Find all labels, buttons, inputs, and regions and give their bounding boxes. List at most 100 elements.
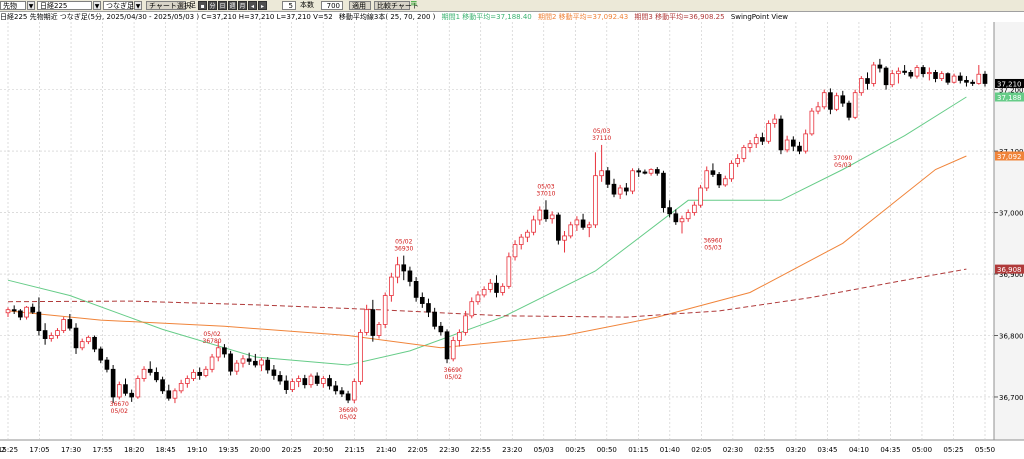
market-dropdown-arrow[interactable]: ▼ bbox=[27, 1, 35, 10]
candle-body bbox=[395, 264, 400, 278]
instrument-value: 日経225 bbox=[40, 2, 68, 10]
swing-point-label: 36960 bbox=[703, 237, 722, 244]
x-tick-label: 15:25 bbox=[0, 446, 18, 454]
period-prev-icon[interactable]: ◂ bbox=[248, 1, 257, 10]
ma2-readout: 期間2 移動平均=37,092.43 bbox=[538, 13, 629, 21]
contract-select[interactable]: つなぎ足 bbox=[103, 1, 134, 10]
x-tick-label: 23:20 bbox=[502, 446, 522, 454]
candle-body bbox=[389, 276, 394, 296]
tick-icon[interactable]: ▪ bbox=[198, 1, 207, 10]
candle-body bbox=[185, 378, 190, 384]
candle-body bbox=[302, 378, 308, 386]
period-value: 5 bbox=[288, 2, 293, 10]
candle-body bbox=[147, 368, 153, 373]
candle-body bbox=[673, 213, 679, 223]
candle-body bbox=[790, 139, 796, 147]
candle-body bbox=[18, 310, 23, 318]
candle-body bbox=[630, 170, 635, 192]
y-tick-label: 36,700 bbox=[999, 394, 1024, 402]
candle-body bbox=[722, 178, 728, 186]
candle-body bbox=[896, 70, 901, 75]
candle-body bbox=[487, 282, 493, 290]
candle-body bbox=[376, 324, 382, 336]
candle-body bbox=[290, 381, 295, 390]
candle-body bbox=[772, 118, 778, 124]
candle-body bbox=[469, 301, 475, 317]
day-icon[interactable]: 日 bbox=[218, 1, 227, 10]
candle-body bbox=[228, 353, 233, 372]
swing-point-label: 36690 bbox=[444, 367, 463, 374]
contract-dropdown-arrow[interactable]: ▼ bbox=[134, 1, 142, 10]
instrument-select[interactable]: 日経225 bbox=[37, 1, 92, 10]
swingpoint-link[interactable]: SwingPoint View bbox=[730, 13, 789, 21]
price-tag-bg bbox=[995, 264, 1024, 274]
x-tick-label: 04:35 bbox=[880, 446, 900, 454]
candle-body bbox=[778, 118, 784, 151]
ashi-label: 足 bbox=[189, 1, 196, 9]
swing-point-label: 05/02 bbox=[339, 414, 356, 421]
period-next-icon[interactable]: ▸ bbox=[258, 1, 267, 10]
period-input[interactable]: 5 bbox=[282, 1, 296, 10]
candle-body bbox=[617, 187, 623, 195]
candle-body bbox=[333, 385, 339, 392]
compare-chart-button[interactable]: 比較チャート bbox=[374, 1, 419, 10]
candle-body bbox=[562, 235, 567, 241]
price-tag-label: 36,908 bbox=[997, 266, 1022, 274]
candle-body bbox=[197, 371, 203, 376]
chart-info-title: 日経225 先物期近 つなぎ足(5分, 2025/04/30 - 2025/05… bbox=[0, 13, 333, 21]
candle-body bbox=[692, 204, 697, 213]
candle-body bbox=[642, 171, 648, 174]
candle-body bbox=[160, 379, 165, 392]
candle-body bbox=[710, 170, 716, 175]
swing-point-label: 05/02 bbox=[203, 331, 220, 338]
x-tick-label: 18:20 bbox=[124, 446, 144, 454]
price-tag-label: 37,188 bbox=[997, 94, 1022, 102]
candle-body bbox=[79, 341, 85, 349]
candle-body bbox=[351, 381, 357, 401]
count-input[interactable]: 700 bbox=[321, 1, 343, 10]
candle-body bbox=[927, 72, 932, 75]
price-tag-bg bbox=[995, 92, 1024, 102]
x-tick-label: 04:10 bbox=[849, 446, 869, 454]
candle-body bbox=[5, 309, 11, 314]
candle-body bbox=[494, 282, 499, 293]
x-tick-label: 17:55 bbox=[92, 446, 112, 454]
candle-body bbox=[883, 67, 889, 86]
candle-body bbox=[42, 330, 48, 339]
candle-body bbox=[914, 67, 920, 77]
candle-body bbox=[191, 371, 196, 379]
candle-body bbox=[463, 315, 468, 333]
candle-body bbox=[525, 231, 530, 238]
candle-body bbox=[704, 170, 710, 189]
instrument-dropdown-arrow[interactable]: ▼ bbox=[93, 1, 101, 10]
week-icon[interactable]: 週 bbox=[228, 1, 237, 10]
swing-point-label: 05/03 bbox=[704, 244, 721, 251]
market-select[interactable]: 先物 bbox=[0, 1, 26, 10]
candle-body bbox=[500, 285, 506, 293]
market-value: 先物 bbox=[3, 2, 17, 10]
candle-body bbox=[982, 73, 988, 84]
candle-body bbox=[797, 145, 802, 152]
candle-body bbox=[624, 187, 629, 192]
candle-body bbox=[296, 378, 301, 383]
month-icon[interactable]: 月 bbox=[238, 1, 247, 10]
candle-body bbox=[438, 325, 444, 333]
candle-body bbox=[48, 335, 54, 339]
minute-icon[interactable]: 分 bbox=[208, 1, 217, 10]
candle-body bbox=[518, 236, 524, 245]
signal-icon[interactable]: ≡ bbox=[410, 0, 418, 9]
candle-body bbox=[222, 347, 227, 355]
x-tick-label: 19:10 bbox=[187, 446, 207, 454]
candle-body bbox=[240, 358, 246, 364]
swing-point-label: 36930 bbox=[394, 246, 413, 253]
candle-body bbox=[419, 296, 425, 304]
chart-select-button[interactable]: チャート選択 bbox=[146, 1, 191, 10]
candle-body bbox=[784, 139, 790, 151]
candle-body bbox=[945, 73, 951, 83]
candle-body bbox=[976, 73, 982, 84]
candle-body bbox=[667, 207, 672, 215]
apply-button[interactable]: 適用 bbox=[349, 1, 371, 10]
price-tag-bg bbox=[995, 151, 1024, 161]
candle-body bbox=[123, 384, 128, 394]
